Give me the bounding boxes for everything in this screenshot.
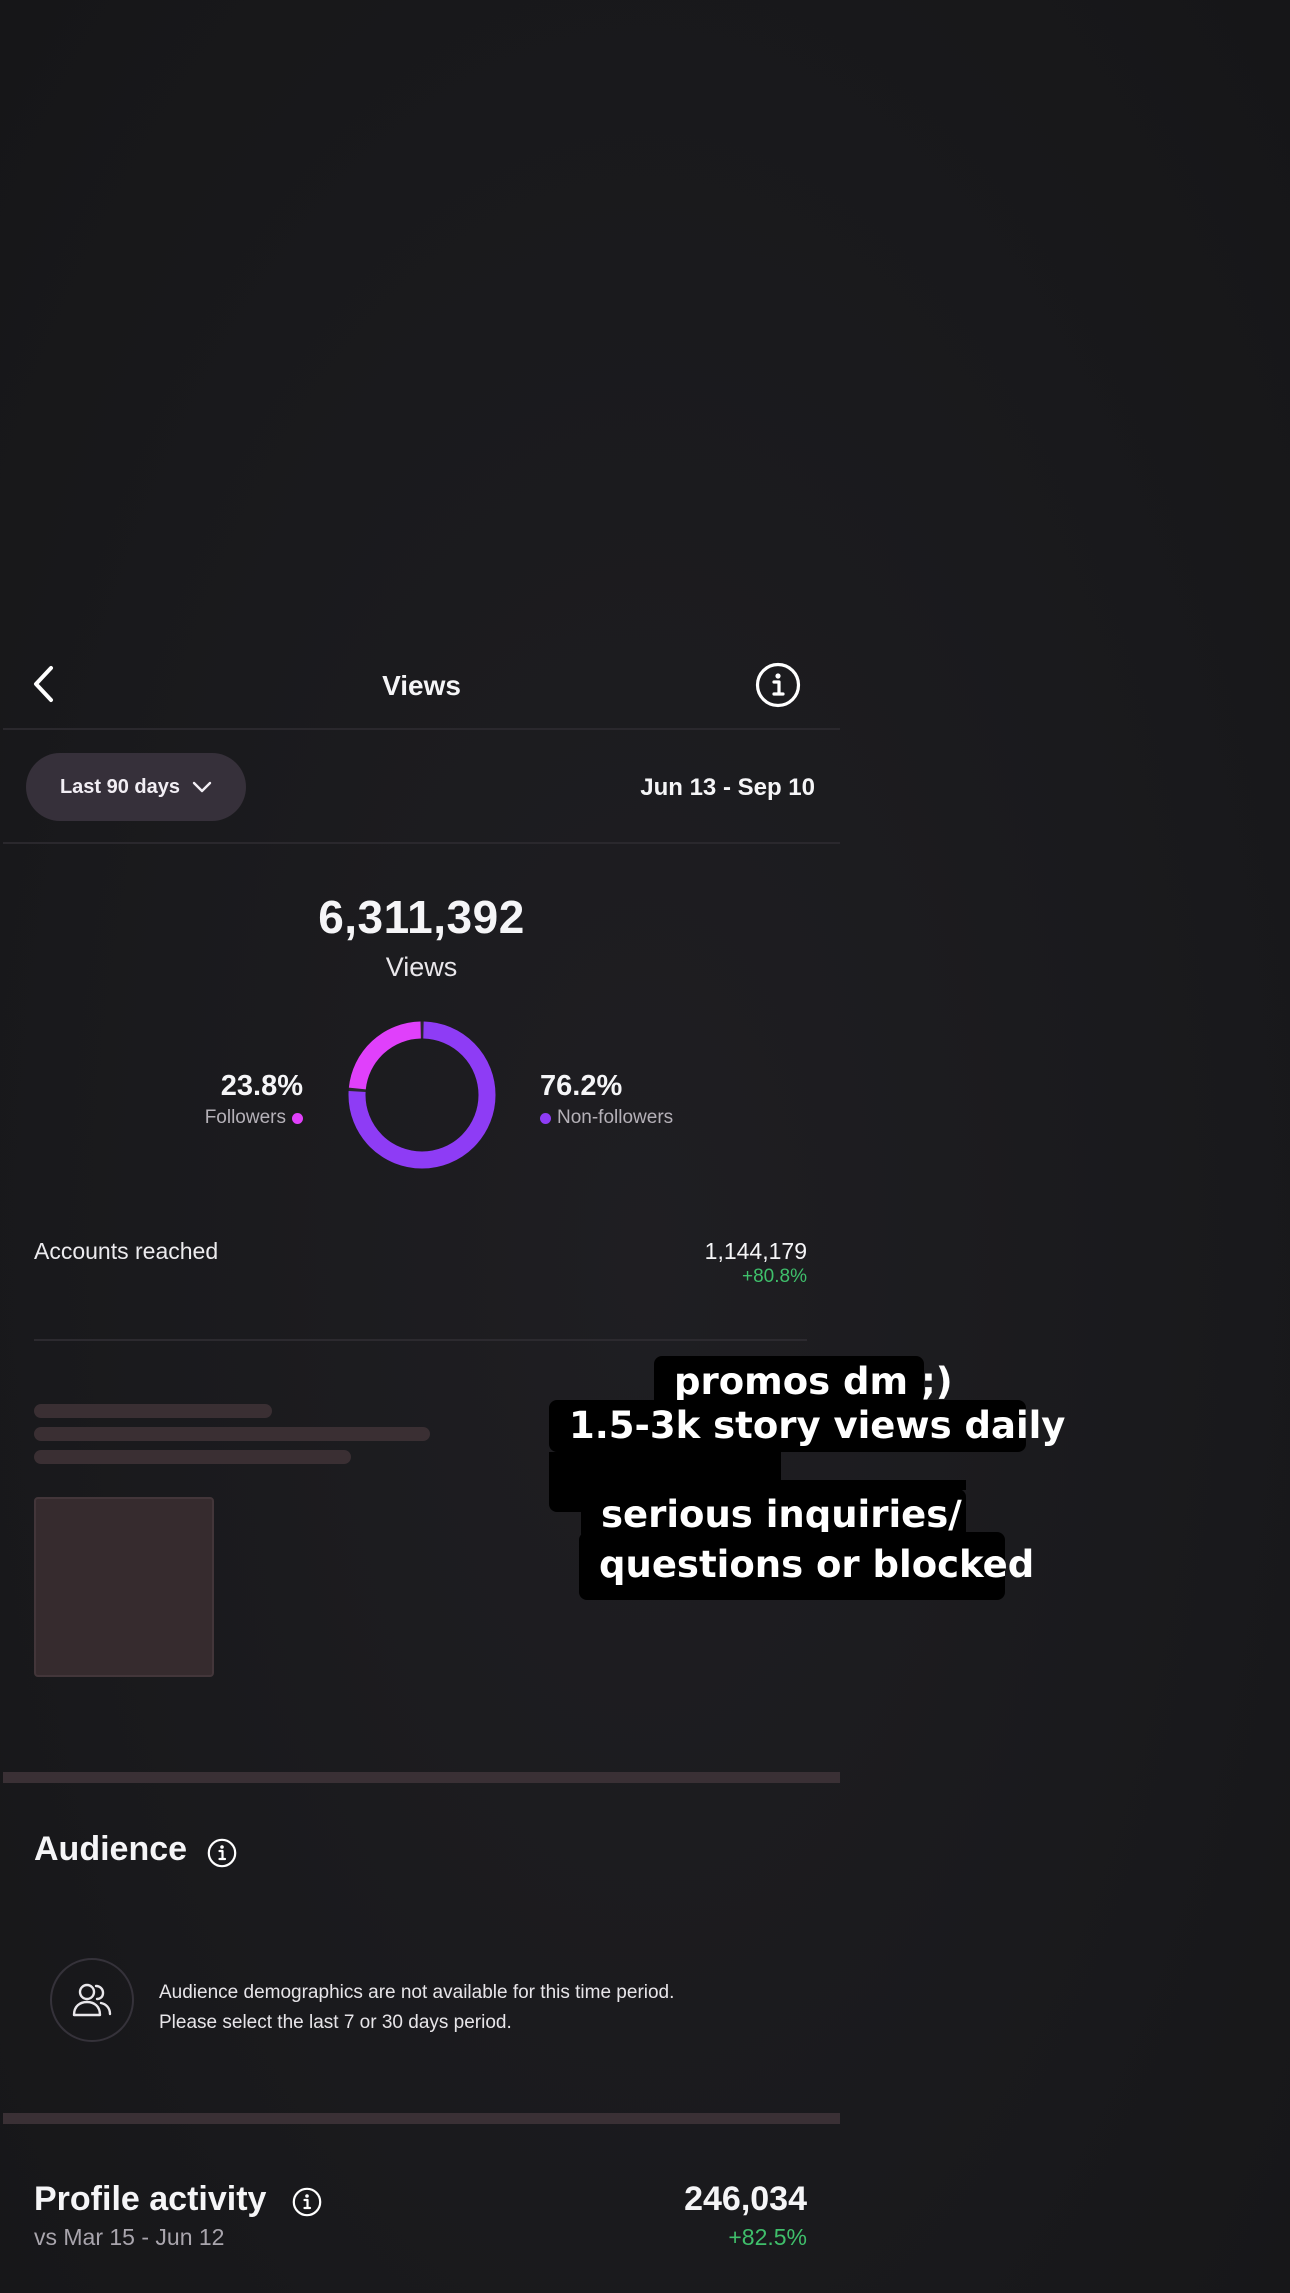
- people-icon: [72, 1983, 112, 2017]
- date-range: Jun 13 - Sep 10: [640, 774, 815, 801]
- non-followers-percent: 76.2%: [540, 1070, 623, 1102]
- followers-label: Followers: [204, 1107, 286, 1128]
- loading-placeholder-thumbnail: [34, 1497, 214, 1677]
- back-chevron-icon: [34, 666, 53, 702]
- overlay-text-line: serious inquiries/: [581, 1489, 966, 1541]
- top-bar: Views: [3, 640, 840, 730]
- divider: [34, 1339, 807, 1341]
- profile-activity-change: +82.5%: [728, 2224, 807, 2250]
- loading-placeholder-line: [34, 1427, 430, 1441]
- loading-placeholder-line: [34, 1450, 351, 1464]
- profile-activity-info-button[interactable]: [292, 2187, 322, 2217]
- profile-activity-comparison: vs Mar 15 - Jun 12: [34, 2224, 225, 2250]
- page-title: Views: [382, 670, 461, 701]
- total-views: 6,311,392: [318, 891, 525, 943]
- audience-avatar: [50, 1958, 134, 2042]
- audience-message-line: Audience demographics are not available …: [159, 1982, 675, 2003]
- overlay-text-line: promos dm ;): [654, 1356, 953, 1408]
- info-icon: [755, 662, 801, 708]
- followers-percent: 23.8%: [220, 1070, 303, 1102]
- back-button[interactable]: [25, 664, 65, 704]
- audience-info-button[interactable]: [207, 1838, 237, 1868]
- accounts-reached-label: Accounts reached: [34, 1238, 219, 1264]
- audience-message-line: Please select the last 7 or 30 days peri…: [159, 2012, 512, 2033]
- non-followers-label: Non-followers: [557, 1107, 674, 1128]
- period-dropdown[interactable]: Last 90 days: [26, 753, 246, 821]
- section-separator: [3, 2113, 840, 2124]
- non-followers-legend-dot: [540, 1112, 551, 1124]
- info-button[interactable]: [755, 662, 801, 708]
- overlay-text-line: questions or blocked: [579, 1532, 1034, 1600]
- overlay-text-line: 1.5-3k story views daily: [549, 1400, 1065, 1452]
- total-views-label: Views: [385, 952, 458, 982]
- non-followers-arc: [348, 1021, 496, 1169]
- non-followers-stat: 76.2% Non-followers: [540, 1070, 780, 1129]
- profile-activity-value: 246,034: [684, 2180, 807, 2218]
- followers-stat: 23.8% Followers: [143, 1070, 303, 1129]
- views-insights-panel: Views Last 90 days Jun 13 - Sep 10 6,311…: [3, 640, 840, 2293]
- chevron-down-icon: [192, 781, 212, 793]
- loading-placeholder-line: [34, 1404, 272, 1418]
- audience-title: Audience: [34, 1830, 188, 1868]
- audience-unavailable-message: Audience demographics are not available …: [159, 1978, 674, 2038]
- followers-legend-dot: [292, 1112, 303, 1124]
- info-icon: [292, 2187, 322, 2217]
- accounts-reached-change: +80.8%: [742, 1266, 807, 1287]
- section-separator: [3, 1772, 840, 1783]
- filter-bar: Last 90 days Jun 13 - Sep 10: [3, 730, 840, 844]
- period-label: Last 90 days: [59, 775, 181, 798]
- overlay-spacer: [773, 1480, 966, 1490]
- info-icon: [207, 1838, 237, 1868]
- followers-donut-chart: [348, 1021, 496, 1169]
- profile-activity-title: Profile activity: [34, 2180, 267, 2218]
- accounts-reached-value: 1,144,179: [704, 1238, 807, 1264]
